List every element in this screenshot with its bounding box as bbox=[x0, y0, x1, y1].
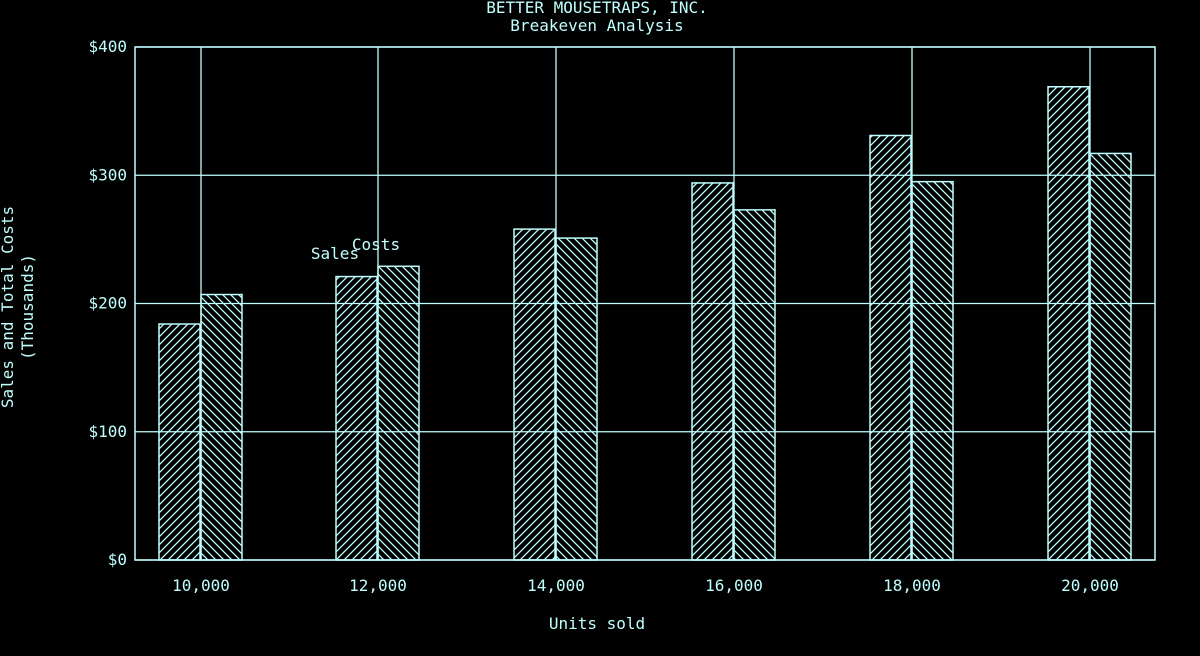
x-tick-label: 10,000 bbox=[172, 576, 230, 595]
series-label-sales: Sales bbox=[311, 244, 359, 263]
y-axis-label: Sales and Total Costs bbox=[0, 206, 17, 408]
chart-subtitle: Breakeven Analysis bbox=[510, 16, 683, 35]
x-tick-label: 18,000 bbox=[883, 576, 941, 595]
bar-costs-14000 bbox=[555, 237, 598, 561]
bar-sales-14000 bbox=[513, 228, 556, 561]
bar-costs-18000 bbox=[911, 180, 954, 561]
bar-sales-12000 bbox=[335, 275, 378, 561]
bar-costs-12000 bbox=[377, 265, 420, 561]
y-tick-label: $400 bbox=[88, 37, 127, 56]
x-tick-label: 16,000 bbox=[705, 576, 763, 595]
y-axis-label-units: (Thousands) bbox=[18, 254, 37, 360]
x-tick-label: 12,000 bbox=[349, 576, 407, 595]
x-tick-label: 14,000 bbox=[527, 576, 585, 595]
series-label-costs: Costs bbox=[352, 235, 400, 254]
y-tick-label: $100 bbox=[88, 422, 127, 441]
bar-sales-16000 bbox=[691, 182, 734, 561]
x-tick-label: 20,000 bbox=[1061, 576, 1119, 595]
x-axis-label: Units sold bbox=[549, 614, 645, 633]
y-tick-label: $0 bbox=[108, 550, 127, 569]
bar-costs-20000 bbox=[1089, 152, 1132, 561]
y-tick-labels: $0 $100 $200 $300 $400 bbox=[88, 37, 127, 569]
bars bbox=[158, 86, 1132, 561]
bar-sales-20000 bbox=[1047, 86, 1090, 561]
bar-costs-10000 bbox=[200, 293, 243, 561]
x-tick-labels: 10,000 12,000 14,000 16,000 18,000 20,000 bbox=[172, 576, 1119, 595]
plot-frame bbox=[134, 46, 1156, 561]
bar-sales-10000 bbox=[158, 323, 201, 561]
bar-sales-18000 bbox=[869, 134, 912, 561]
grid-lines bbox=[135, 46, 1155, 561]
chart-title: BETTER MOUSETRAPS, INC. bbox=[486, 0, 708, 17]
bar-costs-16000 bbox=[733, 209, 776, 561]
y-tick-label: $200 bbox=[88, 294, 127, 313]
y-tick-label: $300 bbox=[88, 165, 127, 184]
